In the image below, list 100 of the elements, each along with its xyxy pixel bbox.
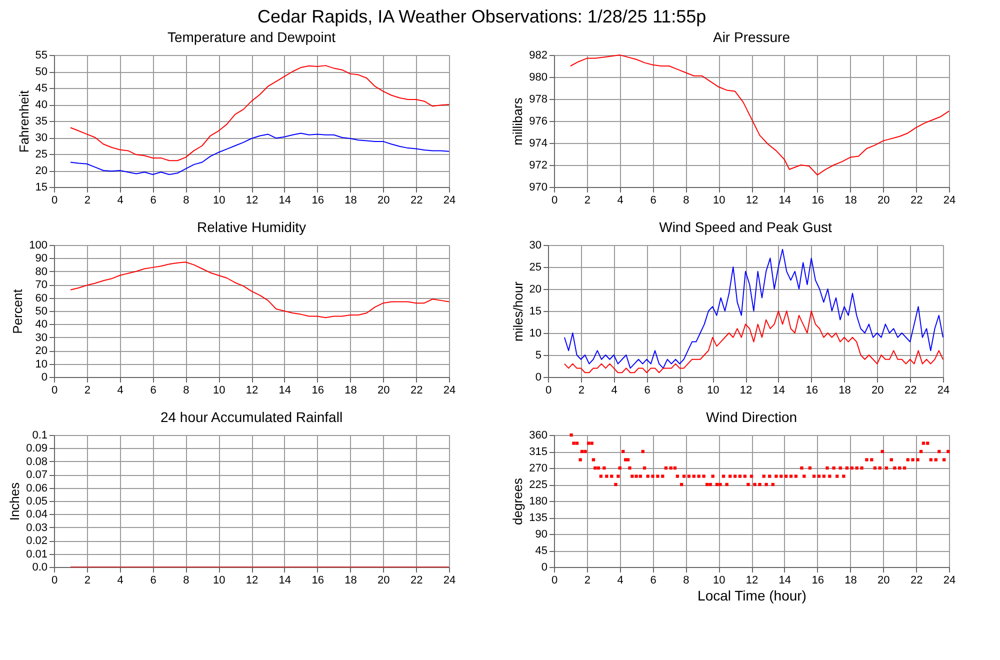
line-series xyxy=(70,262,450,318)
chart-title: Relative Humidity xyxy=(197,219,306,235)
x-tick-label: 2 xyxy=(84,384,90,396)
x-tick-label: 4 xyxy=(617,194,624,206)
x-tick-label: 24 xyxy=(443,574,456,586)
y-tick-label: 20 xyxy=(529,284,542,296)
y-tick-label: 0.06 xyxy=(26,482,48,494)
y-tick-label: 60 xyxy=(35,292,48,304)
y-tick-label: 40 xyxy=(35,99,48,111)
y-tick-label: 0.01 xyxy=(26,548,48,560)
x-tick-label: 14 xyxy=(778,194,792,206)
x-tick-label: 8 xyxy=(183,194,190,206)
x-tick-label: 6 xyxy=(650,574,656,586)
x-tick-label: 10 xyxy=(706,384,720,396)
y-tick-label: 100 xyxy=(29,240,48,252)
y-axis-title: millibars xyxy=(510,97,526,146)
y-tick-label: 0.05 xyxy=(26,496,48,508)
chart-title: Wind Direction xyxy=(706,409,798,425)
x-tick-label: 0 xyxy=(551,194,558,206)
x-tick-label: 24 xyxy=(943,574,956,586)
x-tick-label: 22 xyxy=(910,194,923,206)
x-tick-label: 6 xyxy=(150,384,156,396)
x-tick-label: 22 xyxy=(410,194,423,206)
y-axis-title: Percent xyxy=(10,288,26,334)
y-axis-title: degrees xyxy=(510,478,526,525)
y-tick-label: 50 xyxy=(35,306,48,318)
y-tick-label: 0.09 xyxy=(26,442,48,455)
x-tick-label: 16 xyxy=(812,194,824,206)
chart-title: Air Pressure xyxy=(712,29,790,45)
x-tick-label: 6 xyxy=(644,384,650,396)
y-tick-label: 25 xyxy=(529,262,542,274)
y-tick-label: 90 xyxy=(35,252,48,265)
y-tick-label: 270 xyxy=(529,462,548,474)
x-tick-label: 18 xyxy=(344,194,357,206)
y-tick-label: 980 xyxy=(529,72,548,84)
line-series xyxy=(570,54,950,176)
x-tick-label: 12 xyxy=(746,194,758,206)
x-tick-label: 20 xyxy=(878,194,890,206)
x-tick-label: 18 xyxy=(344,384,357,396)
y-axis-title: miles/hour xyxy=(510,280,526,342)
y-tick-label: 15 xyxy=(529,306,542,318)
x-tick-label: 8 xyxy=(683,574,690,586)
x-tick-label: 4 xyxy=(117,574,124,586)
x-tick-label: 10 xyxy=(212,384,226,396)
x-tick-label: 10 xyxy=(712,194,726,206)
y-tick-label: 30 xyxy=(35,132,48,144)
x-tick-label: 4 xyxy=(117,384,124,396)
x-tick-label: 14 xyxy=(278,384,292,396)
x-tick-label: 6 xyxy=(650,194,656,206)
x-tick-label: 12 xyxy=(746,574,758,586)
x-tick-label: 20 xyxy=(378,574,390,586)
y-tick-label: 0 xyxy=(541,562,548,574)
x-tick-label: 22 xyxy=(410,574,423,586)
y-tick-label: 45 xyxy=(35,82,48,94)
y-tick-label: 0.04 xyxy=(26,508,48,521)
x-tick-label: 0 xyxy=(51,194,58,206)
y-tick-label: 0.0 xyxy=(32,562,48,574)
x-tick-label: 16 xyxy=(806,384,818,396)
x-tick-label: 8 xyxy=(183,384,190,396)
y-tick-label: 10 xyxy=(35,358,48,370)
y-tick-label: 40 xyxy=(35,318,48,331)
x-tick-label: 16 xyxy=(312,194,324,206)
x-tick-label: 24 xyxy=(943,194,956,206)
x-tick-label: 4 xyxy=(117,194,124,206)
text: Cedar Rapids, IA Weather Observations: 1/28/25 11:55p xyxy=(258,6,706,26)
y-tick-label: 20 xyxy=(35,345,48,358)
x-tick-label: 16 xyxy=(812,574,824,586)
x-tick-label: 2 xyxy=(584,194,590,206)
y-tick-label: 974 xyxy=(529,138,548,150)
chart-title: Temperature and Dewpoint xyxy=(167,29,336,45)
x-tick-label: 16 xyxy=(312,384,324,396)
x-tick-label: 18 xyxy=(844,574,857,586)
x-tick-label: 8 xyxy=(683,194,690,206)
x-tick-label: 22 xyxy=(904,384,917,396)
y-tick-label: 70 xyxy=(35,279,48,292)
x-tick-label: 6 xyxy=(150,574,156,586)
y-tick-label: 972 xyxy=(529,160,548,172)
y-axis-title: Fahrenheit xyxy=(16,90,32,153)
y-tick-label: 90 xyxy=(535,528,548,540)
x-tick-label: 14 xyxy=(772,384,786,396)
x-tick-label: 24 xyxy=(443,194,456,206)
line-series xyxy=(70,132,450,175)
x-tick-label: 18 xyxy=(838,384,851,396)
y-tick-label: 225 xyxy=(529,479,548,491)
y-tick-label: 135 xyxy=(529,512,548,524)
y-tick-label: 982 xyxy=(529,50,548,62)
x-tick-label: 10 xyxy=(212,574,226,586)
x-tick-label: 14 xyxy=(278,194,292,206)
x-tick-label: 20 xyxy=(878,574,890,586)
y-tick-label: 0.1 xyxy=(32,430,48,442)
line-series xyxy=(564,248,944,369)
y-tick-label: 80 xyxy=(35,266,48,278)
x-tick-label: 0 xyxy=(51,384,58,396)
y-tick-label: 0 xyxy=(535,372,542,384)
x-tick-label: 4 xyxy=(617,574,624,586)
y-tick-label: 0.03 xyxy=(26,522,48,534)
x-axis-title: Local Time (hour) xyxy=(698,588,806,604)
x-tick-label: 2 xyxy=(584,574,590,586)
y-tick-label: 0.07 xyxy=(26,469,48,482)
x-tick-label: 6 xyxy=(150,194,156,206)
